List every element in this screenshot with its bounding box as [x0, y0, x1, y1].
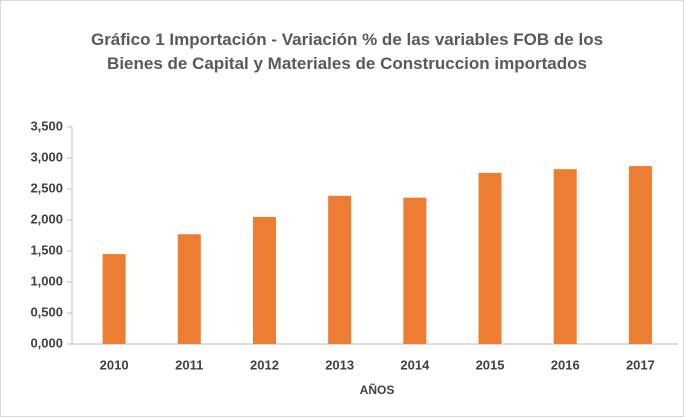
- y-tick-label: 1,500: [30, 242, 63, 257]
- y-tick-label: 0,500: [30, 304, 63, 319]
- x-tick-label: 2017: [626, 357, 655, 372]
- y-tick-label: 2,500: [30, 180, 63, 195]
- y-tick-label: 0,000: [30, 335, 63, 350]
- x-tick-label: 2013: [325, 357, 354, 372]
- x-tick-label: 2012: [250, 357, 279, 372]
- y-tick-label: 3,500: [30, 118, 63, 133]
- bar: [328, 195, 352, 344]
- bar: [102, 254, 126, 344]
- x-tick-label: 2010: [100, 357, 129, 372]
- x-axis-label: AÑOS: [360, 382, 395, 397]
- bar: [252, 216, 276, 344]
- x-tick-label: 2016: [551, 357, 580, 372]
- x-tick-label: 2011: [175, 357, 203, 372]
- x-tick-label: 2015: [476, 357, 505, 372]
- bar: [403, 197, 427, 344]
- bar: [177, 234, 201, 344]
- y-tick-label: 3,000: [30, 149, 63, 164]
- x-tick-label: 2014: [400, 357, 430, 372]
- chart-title: Gráfico 1 Importación - Variación % de l…: [90, 30, 604, 73]
- y-tick-label: 2,000: [30, 211, 63, 226]
- bar: [553, 169, 577, 344]
- y-tick-label: 1,000: [30, 273, 63, 288]
- bar: [628, 166, 652, 344]
- bar: [478, 172, 502, 344]
